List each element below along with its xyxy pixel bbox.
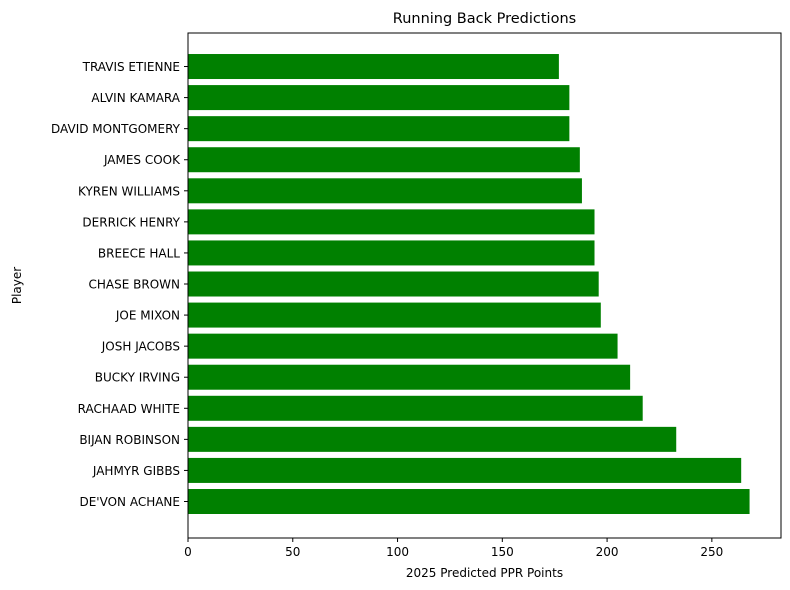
bar [188, 209, 595, 235]
y-tick-label: DERRICK HENRY [82, 215, 180, 229]
y-tick-label: BIJAN ROBINSON [79, 433, 180, 447]
bar [188, 302, 601, 328]
y-tick-label: JOE MIXON [115, 309, 180, 323]
y-tick-label: JOSH JACOBS [101, 340, 180, 354]
bar [188, 178, 582, 204]
bar [188, 333, 618, 359]
y-tick-label: KYREN WILLIAMS [78, 184, 180, 198]
y-tick-label: BUCKY IRVING [95, 371, 180, 385]
bar [188, 395, 643, 421]
bar [188, 240, 595, 266]
bar [188, 85, 570, 111]
x-tick-label: 50 [285, 545, 300, 559]
bar [188, 489, 750, 514]
x-ticks: 0 50 100 150 200 250 [184, 538, 723, 559]
bar [188, 271, 599, 297]
bar [188, 116, 570, 142]
chart-title: Running Back Predictions [393, 11, 576, 27]
plot-area-frame [187, 32, 782, 539]
x-axis-label: 2025 Predicted PPR Points [406, 566, 563, 580]
x-tick-label: 0 [184, 545, 192, 559]
x-tick-label: 150 [491, 545, 514, 559]
y-tick-label: DE'VON ACHANE [79, 495, 180, 509]
x-tick-label: 250 [700, 545, 723, 559]
y-tick-label: ALVIN KAMARA [91, 91, 180, 105]
bar [188, 364, 631, 390]
y-ticks: DE'VON ACHANE JAHMYR GIBBS BIJAN ROBINSON R… [51, 60, 188, 509]
bar [188, 54, 559, 80]
y-axis-label: Player [10, 267, 24, 304]
x-tick-label: 100 [386, 545, 409, 559]
bars-group [188, 54, 750, 514]
bar [188, 147, 580, 173]
y-tick-label: CHASE BROWN [89, 278, 180, 292]
y-tick-label: DAVID MONTGOMERY [51, 122, 181, 136]
y-tick-label: JAHMYR GIBBS [92, 464, 180, 478]
x-tick-label: 200 [596, 545, 619, 559]
y-tick-label: RACHAAD WHITE [78, 402, 180, 416]
bar [188, 426, 677, 452]
y-tick-label: TRAVIS ETIENNE [82, 60, 180, 74]
y-tick-label: JAMES COOK [103, 153, 181, 167]
bar [188, 457, 742, 483]
y-tick-label: BREECE HALL [98, 246, 180, 260]
